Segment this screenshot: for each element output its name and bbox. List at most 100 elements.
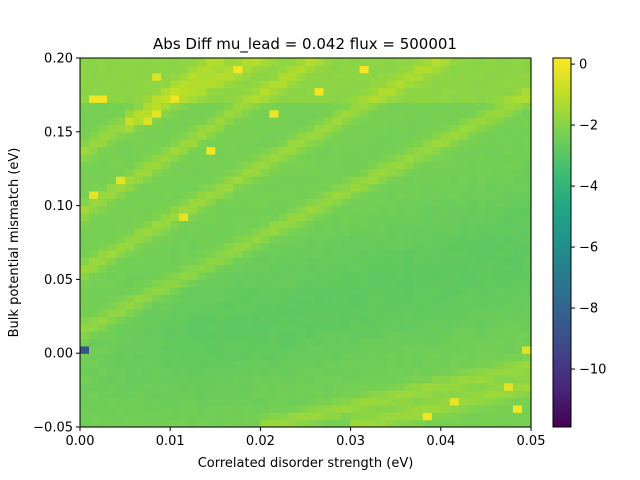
heatmap-cell — [314, 198, 325, 207]
heatmap-cell — [215, 316, 225, 325]
heatmap-cell — [107, 390, 117, 399]
heatmap-cell — [350, 205, 361, 214]
heatmap-cell — [278, 375, 289, 384]
heatmap-cell — [476, 264, 487, 273]
heatmap-cell — [143, 58, 153, 66]
heatmap-cell — [206, 382, 216, 391]
heatmap-cell — [368, 242, 379, 251]
heatmap-cell — [260, 94, 271, 103]
heatmap-cell — [305, 316, 316, 325]
heatmap-cell — [296, 109, 307, 118]
heatmap-cell — [233, 249, 243, 258]
heatmap-cell — [179, 198, 189, 207]
heatmap-cell — [305, 146, 316, 155]
heatmap-cell — [179, 419, 189, 428]
heatmap-cell — [485, 227, 496, 236]
heatmap-cell — [152, 294, 162, 303]
heatmap-cell — [296, 117, 307, 126]
heatmap-cell — [179, 397, 189, 406]
heatmap-cell — [260, 168, 271, 177]
heatmap-cell — [368, 338, 379, 347]
heatmap-cell — [521, 397, 532, 406]
heatmap-cell — [161, 279, 171, 288]
heatmap-cell — [449, 286, 460, 295]
heatmap-cell — [449, 257, 460, 266]
heatmap-cell — [332, 279, 343, 288]
heatmap-cell — [89, 227, 99, 236]
heatmap-cell — [404, 176, 415, 185]
heatmap-cell — [458, 353, 469, 362]
heatmap-cell — [80, 353, 90, 362]
heatmap-cell — [260, 308, 271, 317]
heatmap-cell — [224, 390, 234, 399]
heatmap-cell — [494, 382, 505, 391]
heatmap-cell — [494, 345, 505, 354]
heatmap-cell — [206, 168, 216, 177]
heatmap-cell — [224, 227, 234, 236]
heatmap-cell — [260, 220, 271, 229]
heatmap-cell — [323, 264, 334, 273]
heatmap-cell — [206, 308, 216, 317]
heatmap-cell — [125, 412, 135, 421]
heatmap-cell — [152, 338, 162, 347]
heatmap-cell — [143, 102, 153, 111]
heatmap-cell — [485, 419, 496, 428]
heatmap-cell — [449, 190, 460, 199]
heatmap-cell — [278, 272, 289, 280]
heatmap-cell — [260, 338, 271, 347]
heatmap-cell — [134, 345, 144, 354]
heatmap-cell — [251, 58, 261, 66]
heatmap-cell — [368, 198, 379, 207]
heatmap-cell — [386, 360, 397, 369]
heatmap-cell — [413, 382, 424, 391]
heatmap-cell — [152, 72, 162, 81]
heatmap-cell — [467, 183, 478, 192]
heatmap-cell — [494, 235, 505, 244]
heatmap-cell — [467, 161, 478, 170]
heatmap-cell — [485, 257, 496, 266]
heatmap-cell — [206, 87, 216, 96]
heatmap-cell — [314, 227, 325, 236]
heatmap-cell — [269, 404, 280, 413]
heatmap-cell — [395, 249, 406, 258]
heatmap-cell — [125, 146, 135, 155]
heatmap-cell — [404, 345, 415, 354]
heatmap-cell — [242, 212, 252, 221]
heatmap-cell — [305, 338, 316, 347]
heatmap-cell — [359, 161, 370, 170]
heatmap-cell — [233, 286, 243, 295]
heatmap-cell — [107, 190, 117, 199]
heatmap-cell — [242, 87, 252, 96]
heatmap-cell — [404, 375, 415, 384]
heatmap-cell — [215, 109, 225, 118]
heatmap-cell — [305, 220, 316, 229]
heatmap-cell — [422, 131, 433, 140]
heatmap-cell — [161, 205, 171, 214]
heatmap-cell — [440, 183, 451, 192]
heatmap-cell — [125, 205, 135, 214]
heatmap-cell — [458, 345, 469, 354]
heatmap-cell — [98, 412, 108, 421]
heatmap-cell — [125, 338, 135, 347]
heatmap-cell — [449, 316, 460, 325]
heatmap-cell — [485, 301, 496, 310]
heatmap-cell — [224, 338, 234, 347]
heatmap-cell — [107, 382, 117, 391]
heatmap-cell — [224, 264, 234, 273]
heatmap-cell — [314, 331, 325, 340]
heatmap-cell — [386, 404, 397, 413]
heatmap-cell — [296, 146, 307, 155]
heatmap-cell — [350, 397, 361, 406]
heatmap-cell — [512, 390, 523, 399]
heatmap-cell — [134, 94, 144, 103]
heatmap-cell — [449, 279, 460, 288]
heatmap-cell — [467, 87, 478, 96]
heatmap-cell — [206, 190, 216, 199]
heatmap-cell — [107, 316, 117, 325]
heatmap-cell — [251, 161, 261, 170]
heatmap-cell — [512, 294, 523, 303]
heatmap-cell — [242, 176, 252, 185]
heatmap-cell — [278, 198, 289, 207]
heatmap-cell — [197, 353, 207, 362]
heatmap-cell — [287, 109, 298, 118]
